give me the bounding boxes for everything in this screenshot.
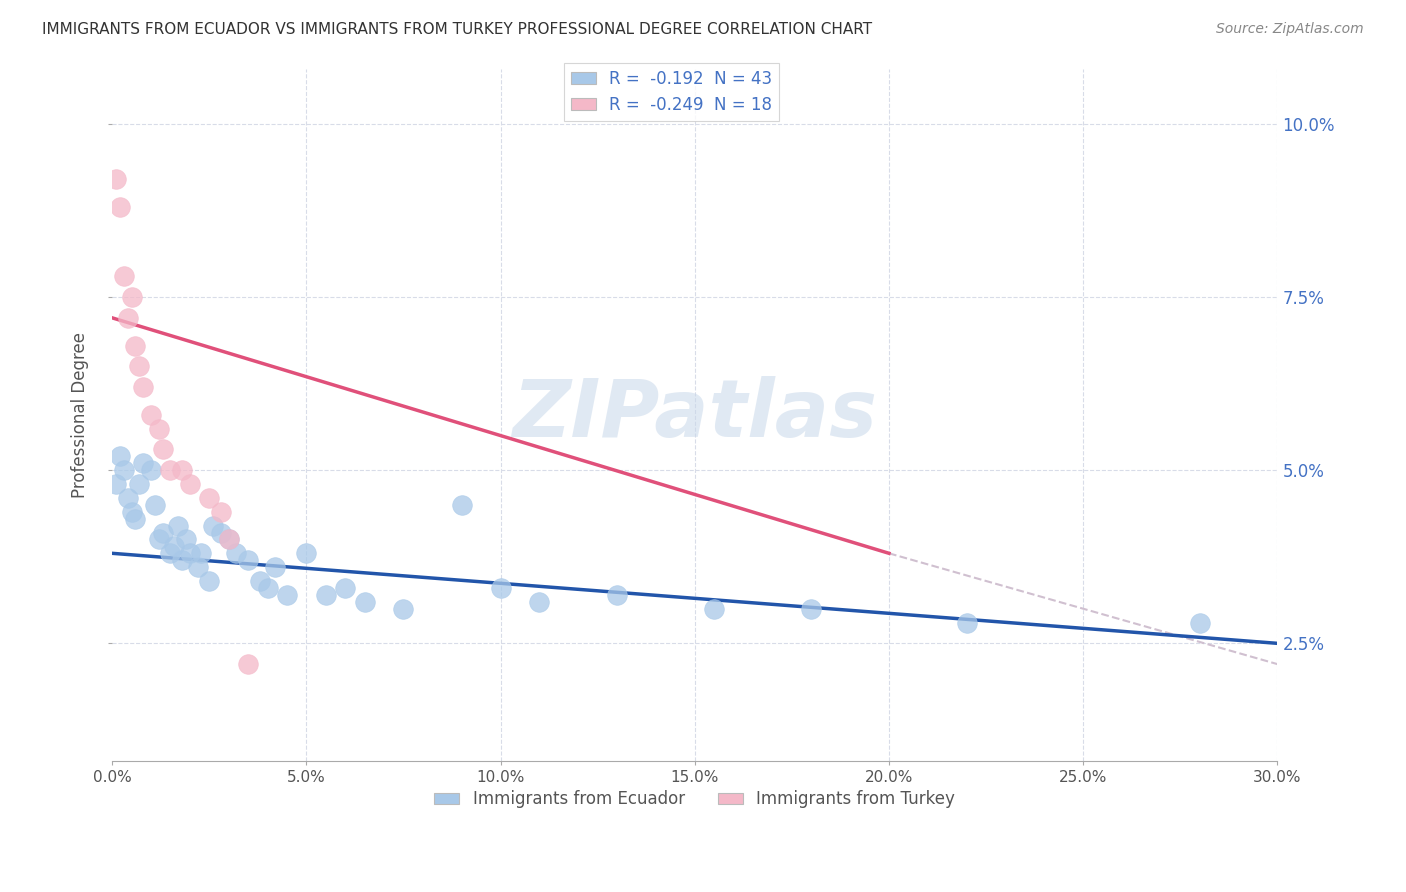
Point <box>295 546 318 560</box>
Point <box>108 450 131 464</box>
Point <box>148 422 170 436</box>
Point <box>187 560 209 574</box>
Point <box>249 574 271 588</box>
Y-axis label: Professional Degree: Professional Degree <box>72 332 89 498</box>
Point <box>225 546 247 560</box>
Point <box>353 595 375 609</box>
Point <box>170 463 193 477</box>
Point <box>105 172 128 186</box>
Point <box>198 574 221 588</box>
Point <box>800 601 823 615</box>
Point <box>198 491 221 505</box>
Point <box>152 442 174 457</box>
Point <box>112 463 135 477</box>
Point <box>117 310 139 325</box>
Point <box>218 533 240 547</box>
Point <box>179 546 201 560</box>
Point <box>529 595 551 609</box>
Point <box>128 477 150 491</box>
Point <box>152 525 174 540</box>
Point <box>236 657 259 672</box>
Point <box>148 533 170 547</box>
Point <box>209 525 232 540</box>
Point <box>121 505 143 519</box>
Point <box>159 546 181 560</box>
Point <box>163 540 186 554</box>
Point <box>392 601 415 615</box>
Point <box>335 581 357 595</box>
Point <box>450 498 472 512</box>
Point <box>112 269 135 284</box>
Point <box>190 546 212 560</box>
Point <box>132 456 155 470</box>
Point <box>124 511 146 525</box>
Point <box>167 518 190 533</box>
Point <box>218 533 240 547</box>
Point <box>139 408 162 422</box>
Point <box>956 615 979 630</box>
Text: ZIPatlas: ZIPatlas <box>512 376 877 454</box>
Point <box>606 588 628 602</box>
Point <box>264 560 287 574</box>
Point <box>174 533 197 547</box>
Point <box>489 581 512 595</box>
Point <box>202 518 225 533</box>
Point <box>170 553 193 567</box>
Point <box>132 380 155 394</box>
Point <box>179 477 201 491</box>
Point <box>124 338 146 352</box>
Point <box>276 588 298 602</box>
Point <box>143 498 166 512</box>
Point <box>703 601 725 615</box>
Legend: Immigrants from Ecuador, Immigrants from Turkey: Immigrants from Ecuador, Immigrants from… <box>427 784 962 815</box>
Point <box>105 477 128 491</box>
Text: Source: ZipAtlas.com: Source: ZipAtlas.com <box>1216 22 1364 37</box>
Point <box>117 491 139 505</box>
Text: IMMIGRANTS FROM ECUADOR VS IMMIGRANTS FROM TURKEY PROFESSIONAL DEGREE CORRELATIO: IMMIGRANTS FROM ECUADOR VS IMMIGRANTS FR… <box>42 22 872 37</box>
Point <box>209 505 232 519</box>
Point <box>159 463 181 477</box>
Point <box>121 290 143 304</box>
Point <box>108 200 131 214</box>
Point <box>236 553 259 567</box>
Point <box>1188 615 1211 630</box>
Point <box>256 581 278 595</box>
Point <box>139 463 162 477</box>
Point <box>128 359 150 374</box>
Point <box>315 588 337 602</box>
